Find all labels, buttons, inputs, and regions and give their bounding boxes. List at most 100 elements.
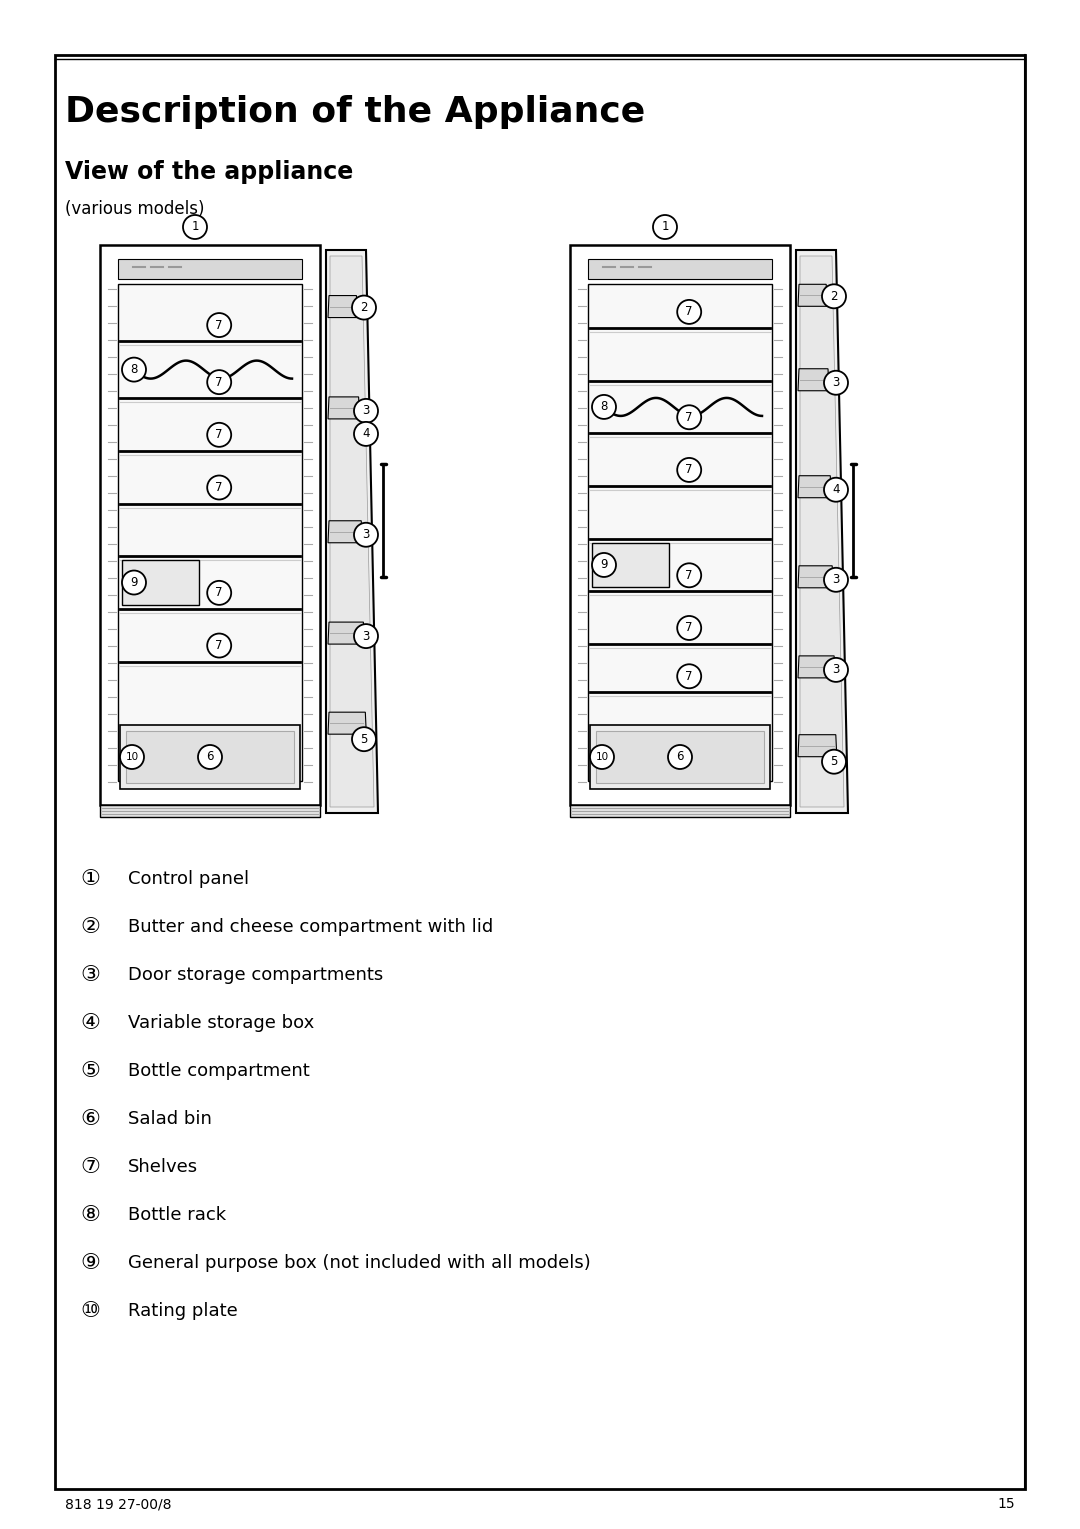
Text: 3: 3 (362, 630, 369, 642)
Text: General purpose box (not included with all models): General purpose box (not included with a… (129, 1254, 591, 1272)
Circle shape (653, 216, 677, 239)
Text: Control panel: Control panel (129, 870, 249, 888)
Text: 3: 3 (833, 376, 839, 390)
Circle shape (198, 745, 222, 769)
Text: Description of the Appliance: Description of the Appliance (65, 95, 645, 128)
Bar (126, 731, 294, 783)
Bar (570, 245, 789, 804)
Circle shape (207, 476, 231, 500)
Text: 3: 3 (362, 404, 369, 417)
Text: 1: 1 (191, 220, 199, 234)
Text: (various models): (various models) (65, 200, 204, 219)
Bar (588, 258, 772, 278)
Polygon shape (800, 255, 843, 807)
Bar (570, 804, 789, 816)
Polygon shape (326, 251, 378, 813)
Text: 7: 7 (686, 411, 693, 424)
Polygon shape (798, 656, 835, 677)
Polygon shape (328, 622, 364, 644)
Text: Salad bin: Salad bin (129, 1110, 212, 1128)
Circle shape (592, 553, 616, 576)
Text: 7: 7 (686, 621, 693, 635)
Text: 6: 6 (676, 751, 684, 763)
Circle shape (207, 424, 231, 446)
Text: 10: 10 (125, 752, 138, 761)
Text: 4: 4 (833, 483, 840, 497)
Text: 1: 1 (661, 220, 669, 234)
Text: 5: 5 (831, 755, 838, 768)
Text: 2: 2 (361, 301, 368, 313)
Circle shape (354, 523, 378, 547)
Bar (588, 284, 772, 781)
Circle shape (183, 216, 207, 239)
Text: 7: 7 (215, 376, 222, 388)
Text: 8: 8 (600, 401, 608, 413)
Text: ④: ④ (80, 1014, 100, 1034)
Text: ③: ③ (80, 965, 100, 985)
Circle shape (207, 581, 231, 605)
Circle shape (207, 633, 231, 657)
Text: 3: 3 (833, 664, 839, 676)
Text: Door storage compartments: Door storage compartments (129, 966, 383, 985)
Text: Bottle compartment: Bottle compartment (129, 1063, 310, 1079)
Text: ⑧: ⑧ (80, 1205, 100, 1225)
Bar (118, 258, 302, 278)
Text: ⑩: ⑩ (80, 1301, 100, 1321)
Polygon shape (328, 713, 366, 734)
Text: Shelves: Shelves (129, 1157, 198, 1176)
Text: 7: 7 (215, 639, 222, 651)
Text: 9: 9 (600, 558, 608, 572)
Text: ⑥: ⑥ (80, 1109, 100, 1128)
Text: Rating plate: Rating plate (129, 1303, 238, 1320)
Polygon shape (328, 398, 360, 419)
Polygon shape (798, 368, 829, 391)
Bar (122, 560, 200, 605)
Text: Variable storage box: Variable storage box (129, 1014, 314, 1032)
Text: ⑦: ⑦ (80, 1157, 100, 1177)
Text: 7: 7 (686, 569, 693, 583)
Circle shape (120, 745, 144, 769)
Text: ②: ② (80, 917, 100, 937)
Text: Bottle rack: Bottle rack (129, 1206, 226, 1225)
Bar (55, 55, 1025, 1489)
Text: 9: 9 (131, 576, 138, 589)
Polygon shape (798, 284, 827, 306)
Circle shape (824, 567, 848, 592)
Text: 7: 7 (686, 463, 693, 477)
Text: ①: ① (80, 868, 100, 888)
Circle shape (824, 657, 848, 682)
Bar (100, 804, 320, 816)
Polygon shape (798, 566, 833, 587)
Circle shape (207, 313, 231, 336)
Circle shape (354, 399, 378, 424)
Text: 8: 8 (131, 362, 137, 376)
Text: 7: 7 (686, 306, 693, 318)
Bar (100, 245, 320, 804)
Circle shape (207, 370, 231, 394)
Circle shape (592, 394, 616, 419)
Circle shape (677, 405, 701, 430)
Bar (596, 731, 764, 783)
Circle shape (352, 295, 376, 320)
Circle shape (677, 300, 701, 324)
Text: 15: 15 (997, 1497, 1015, 1511)
Text: ⑨: ⑨ (80, 1252, 100, 1274)
Circle shape (677, 459, 701, 482)
Text: 2: 2 (831, 291, 838, 303)
Bar (120, 725, 300, 789)
Circle shape (822, 749, 846, 774)
Circle shape (677, 664, 701, 688)
Circle shape (590, 745, 615, 769)
Polygon shape (798, 735, 837, 757)
Text: 818 19 27-00/8: 818 19 27-00/8 (65, 1497, 172, 1511)
Circle shape (669, 745, 692, 769)
Text: 7: 7 (215, 428, 222, 442)
Text: View of the appliance: View of the appliance (65, 161, 353, 183)
Circle shape (122, 358, 146, 382)
Circle shape (677, 616, 701, 641)
Polygon shape (798, 476, 832, 498)
Text: 10: 10 (595, 752, 608, 761)
Bar (590, 725, 770, 789)
Polygon shape (328, 521, 362, 543)
Text: 7: 7 (215, 482, 222, 494)
